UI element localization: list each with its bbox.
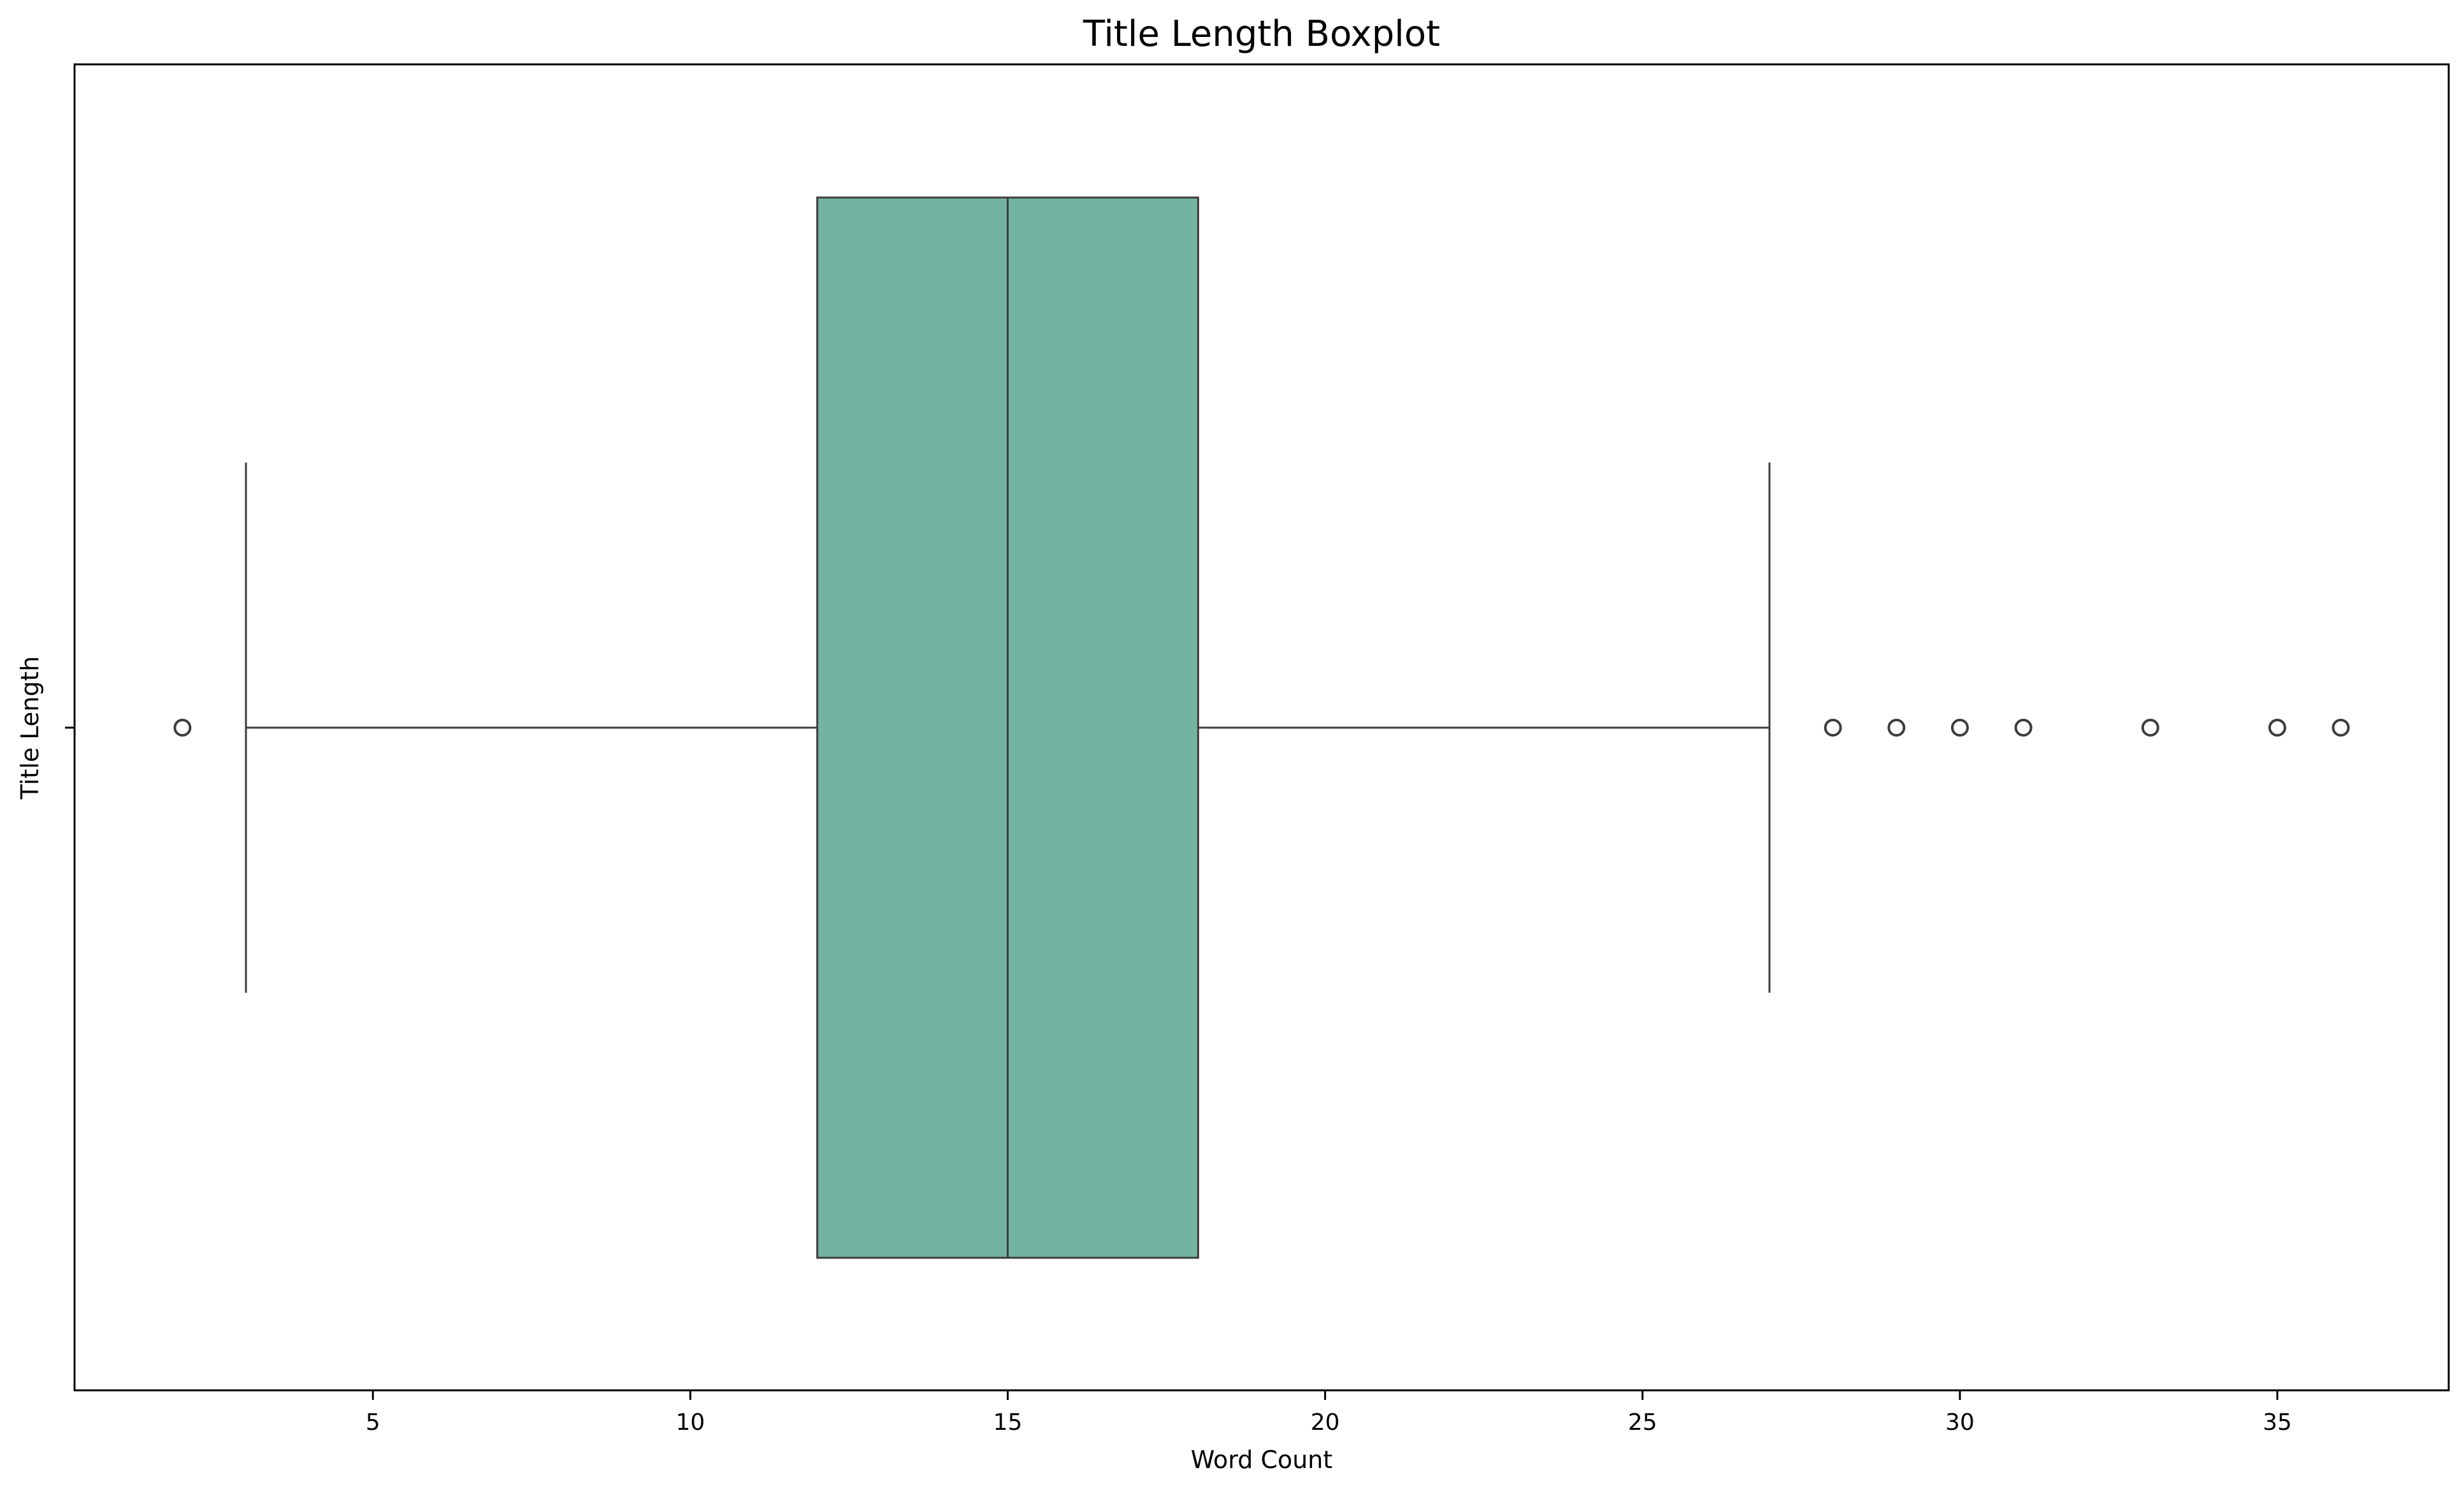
x-tick-label: 15 [993, 1409, 1023, 1436]
outlier-point [2331, 719, 2350, 737]
outlier-point [2141, 719, 2159, 737]
y-axis-label: Title Length [16, 656, 44, 800]
x-tick-label: 25 [1628, 1409, 1657, 1436]
x-tick-label: 30 [1945, 1409, 1975, 1436]
x-tick-label: 20 [1311, 1409, 1340, 1436]
tick-layer: 5 10 15 20 25 30 35 [65, 726, 2292, 1436]
plot-layer [173, 196, 2350, 1259]
x-tick-label: 35 [2263, 1409, 2292, 1436]
outlier-point [173, 719, 192, 737]
outlier-point [1824, 719, 1842, 737]
outlier-point [1887, 719, 1906, 737]
x-tick-label: 10 [675, 1409, 705, 1436]
outlier-point [2014, 719, 2033, 737]
outlier-point [1950, 719, 1969, 737]
x-tick-label: 5 [366, 1409, 380, 1436]
outlier-point [2268, 719, 2287, 737]
chart-title: Title Length Boxplot [1083, 13, 1440, 55]
x-axis-label: Word Count [1191, 1446, 1333, 1474]
